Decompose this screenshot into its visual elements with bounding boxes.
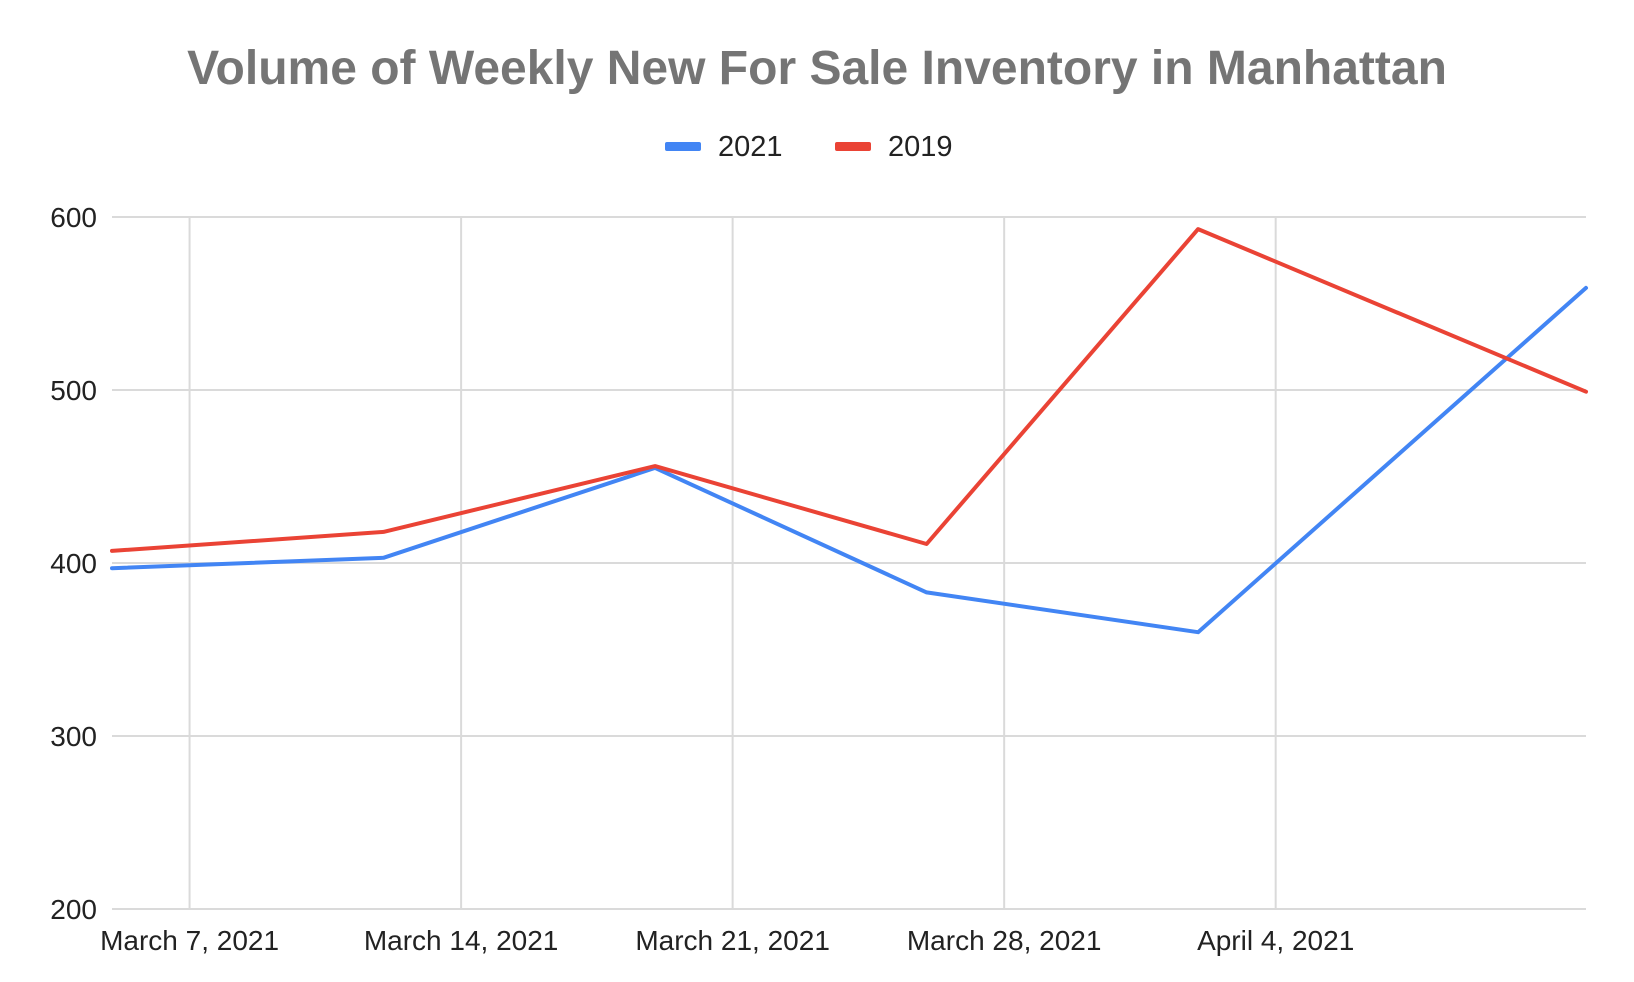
x-tick-label: March 28, 2021 [907, 925, 1102, 956]
legend: 2021 2019 [665, 131, 953, 163]
x-tick-label: March 21, 2021 [635, 925, 830, 956]
y-tick-label: 500 [50, 375, 97, 406]
x-gridlines [188, 217, 1277, 909]
y-tick-label: 200 [50, 894, 97, 925]
y-tick-label: 600 [50, 202, 97, 233]
x-tick-label: March 7, 2021 [100, 925, 279, 956]
series-line-2021 [110, 285, 1588, 635]
series-line-2019 [110, 227, 1588, 553]
y-tick-label: 400 [50, 548, 97, 579]
y-axis-tick-labels: 200 300 400 500 600 [50, 202, 97, 925]
chart-title: Volume of Weekly New For Sale Inventory … [187, 42, 1447, 95]
legend-label: 2021 [718, 131, 783, 163]
legend-label: 2019 [888, 131, 953, 163]
x-tick-label: April 4, 2021 [1197, 925, 1354, 956]
legend-swatch [835, 142, 871, 151]
y-gridlines [112, 216, 1586, 910]
y-tick-label: 300 [50, 721, 97, 752]
legend-swatch [665, 142, 701, 151]
x-axis-tick-labels: March 7, 2021 March 14, 2021 March 21, 202… [100, 925, 1354, 956]
series-lines [110, 227, 1588, 635]
x-tick-label: March 14, 2021 [364, 925, 559, 956]
